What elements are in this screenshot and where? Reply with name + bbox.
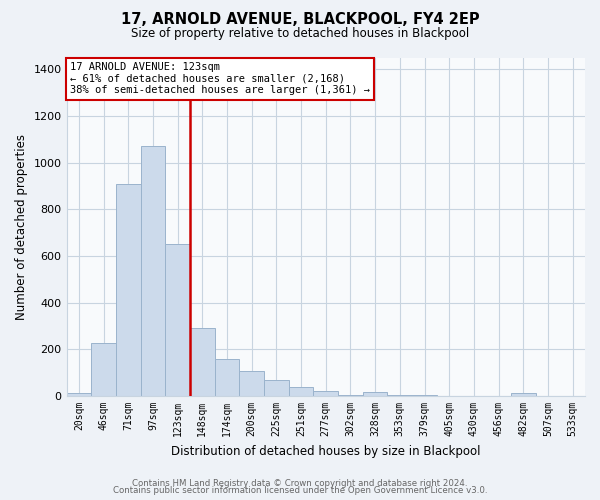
Bar <box>190 328 215 396</box>
Text: Size of property relative to detached houses in Blackpool: Size of property relative to detached ho… <box>131 28 469 40</box>
Bar <box>140 146 165 396</box>
Bar <box>91 343 116 396</box>
Bar <box>511 394 536 396</box>
Bar <box>388 395 412 396</box>
Text: 17 ARNOLD AVENUE: 123sqm
← 61% of detached houses are smaller (2,168)
38% of sem: 17 ARNOLD AVENUE: 123sqm ← 61% of detach… <box>70 62 370 96</box>
Bar <box>239 371 264 396</box>
Text: 17, ARNOLD AVENUE, BLACKPOOL, FY4 2EP: 17, ARNOLD AVENUE, BLACKPOOL, FY4 2EP <box>121 12 479 28</box>
Bar <box>289 386 313 396</box>
Bar <box>338 395 363 396</box>
Bar <box>363 392 388 396</box>
Bar <box>313 391 338 396</box>
Bar <box>264 380 289 396</box>
Bar <box>215 359 239 396</box>
Bar <box>67 392 91 396</box>
Bar <box>165 244 190 396</box>
X-axis label: Distribution of detached houses by size in Blackpool: Distribution of detached houses by size … <box>171 444 481 458</box>
Text: Contains public sector information licensed under the Open Government Licence v3: Contains public sector information licen… <box>113 486 487 495</box>
Bar <box>412 395 437 396</box>
Bar <box>116 184 140 396</box>
Y-axis label: Number of detached properties: Number of detached properties <box>15 134 28 320</box>
Text: Contains HM Land Registry data © Crown copyright and database right 2024.: Contains HM Land Registry data © Crown c… <box>132 478 468 488</box>
